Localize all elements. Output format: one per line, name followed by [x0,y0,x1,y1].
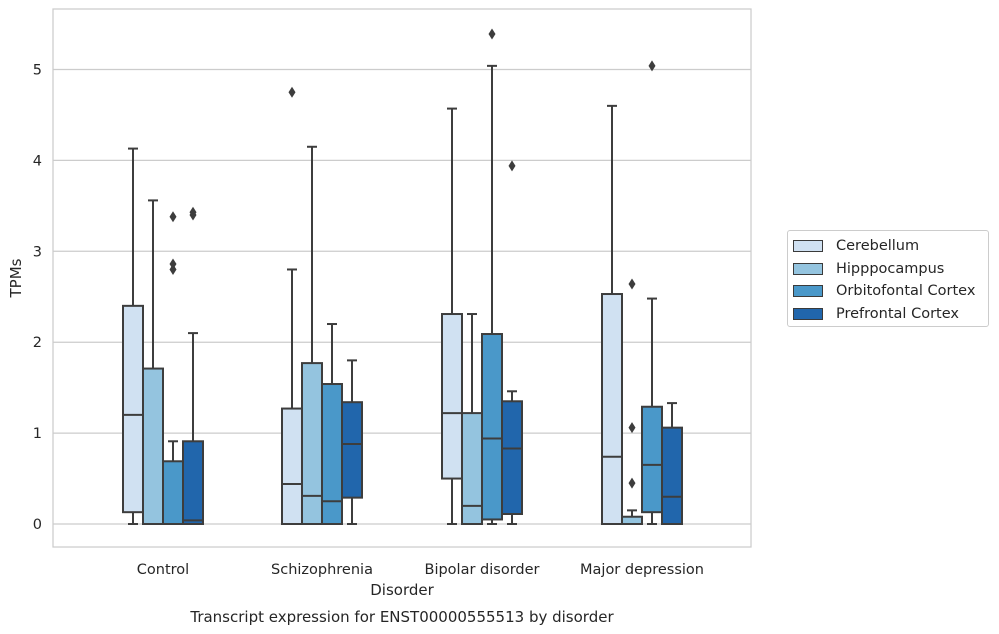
iqr-box [281,407,303,526]
box-orbitofontal-cortex [162,211,184,525]
y-tick-label: 3 [33,244,42,260]
legend-label: Orbitofontal Cortex [836,283,976,300]
x-tick-label: Schizophrenia [271,562,373,578]
box-hipppocampus [621,278,643,526]
outlier-point [628,278,636,290]
iqr-box [621,515,643,526]
outlier-point [169,258,177,270]
plot-background [53,9,751,547]
box-cerebellum [601,104,623,526]
box-hipppocampus [301,145,323,525]
box-cerebellum [122,147,144,525]
box-orbitofontal-cortex [321,323,343,525]
iqr-box [461,412,483,525]
legend-swatch [793,262,823,275]
legend-item: Orbitofontal Cortex [793,280,988,303]
iqr-box [301,362,323,525]
iqr-box [321,383,343,525]
box-cerebellum [281,86,303,526]
y-tick-labels: 0 1 2 3 4 5 [33,63,42,534]
iqr-box [641,405,663,514]
iqr-box [441,313,463,480]
box-prefrontal-cortex [501,160,523,525]
outlier-point [488,28,496,40]
legend: Cerebellum Hipppocampus Orbitofontal Corte… [787,230,989,327]
iqr-box [661,426,683,525]
chart-title: Transcript expression for ENST0000055551… [189,608,614,626]
y-tick-label: 1 [33,426,42,442]
box-orbitofontal-cortex [641,60,663,525]
legend-item: Cerebellum [793,235,988,258]
iqr-box [122,304,144,514]
legend-label: Prefrontal Cortex [836,305,959,322]
x-tick-label: Major depression [580,562,704,578]
x-axis-label: Disorder [370,581,434,599]
iqr-box [341,401,363,499]
box-prefrontal-cortex [182,206,204,526]
y-tick-label: 5 [33,63,42,79]
iqr-box [182,440,204,526]
legend-swatch [793,240,823,253]
outlier-point [189,206,197,218]
box-cerebellum [441,107,463,525]
legend-label: Cerebellum [836,238,920,255]
y-tick-label: 0 [33,517,42,533]
y-axis-label: TPMs [7,258,25,298]
legend-item: Hipppocampus [793,258,988,281]
iqr-box [501,400,523,516]
outlier-point [628,422,636,434]
y-tick-label: 2 [33,335,42,351]
outlier-point [169,211,177,223]
iqr-box [142,367,164,525]
legend-swatch [793,307,823,320]
outlier-point [648,60,656,72]
iqr-box [162,460,184,525]
legend-swatch [793,285,823,298]
legend-item: Prefrontal Cortex [793,303,988,326]
outlier-point [628,477,636,489]
box-hipppocampus [142,199,164,525]
x-tick-label: Control [137,562,189,578]
x-tick-labels: Control Schizophrenia Bipolar disorder Majo… [137,562,704,578]
outlier-point [508,160,516,172]
y-tick-label: 4 [33,153,42,169]
legend-label: Hipppocampus [836,260,945,277]
box-orbitofontal-cortex [481,28,503,525]
box-prefrontal-cortex [661,402,683,525]
outlier-point [288,86,296,98]
iqr-box [481,333,503,521]
plot-frame [52,8,752,548]
boxes-layer [122,28,683,526]
x-tick-label: Bipolar disorder [425,562,540,578]
iqr-box [601,293,623,526]
box-prefrontal-cortex [341,359,363,525]
